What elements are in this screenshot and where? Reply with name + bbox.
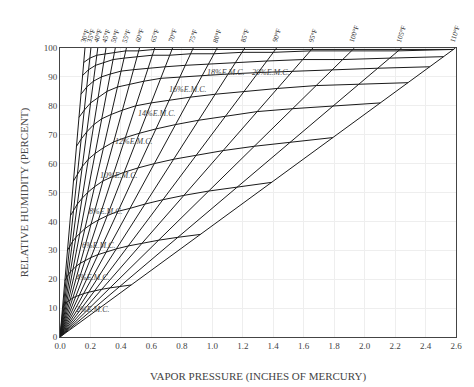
svg-text:80°F: 80°F [212,28,224,44]
svg-text:50°F: 50°F [110,28,122,44]
svg-text:0: 0 [53,332,58,342]
svg-text:10%E.M.C.: 10%E.M.C. [100,171,138,180]
svg-text:10: 10 [48,303,58,313]
svg-text:4%E.M.C.: 4%E.M.C. [76,273,110,282]
svg-text:105°F: 105°F [395,25,408,44]
svg-text:20: 20 [48,274,58,284]
svg-text:60°F: 60°F [134,28,146,44]
svg-text:1.4: 1.4 [268,341,280,351]
svg-text:2.2: 2.2 [389,341,400,351]
svg-text:95°F: 95°F [307,28,319,44]
svg-text:2.6: 2.6 [450,341,462,351]
svg-text:90: 90 [48,72,58,82]
svg-text:1.8: 1.8 [329,341,341,351]
svg-text:1.0: 1.0 [207,341,219,351]
svg-text:0.2: 0.2 [85,341,96,351]
svg-text:16%E.M.C.: 16%E.M.C. [169,85,207,94]
svg-text:35°F: 35°F [85,28,97,44]
svg-text:80: 80 [48,101,58,111]
svg-text:12%E.M.C.: 12%E.M.C. [115,137,153,146]
svg-text:60: 60 [48,159,58,169]
svg-text:100°F: 100°F [348,24,361,43]
svg-text:70: 70 [48,130,58,140]
svg-text:0.0: 0.0 [54,341,66,351]
svg-text:40°F: 40°F [92,28,104,44]
svg-text:1.6: 1.6 [298,341,310,351]
svg-text:14%E.M.C.: 14%E.M.C. [138,109,176,118]
svg-text:8%E.M.C.: 8%E.M.C. [89,207,123,216]
svg-text:30: 30 [48,245,58,255]
svg-text:40: 40 [48,217,58,227]
svg-text:110°F: 110°F [449,25,462,44]
svg-text:50: 50 [48,188,58,198]
svg-text:75°F: 75°F [188,28,200,44]
svg-text:65°F: 65°F [149,28,161,44]
svg-text:0.6: 0.6 [146,341,158,351]
svg-text:45°F: 45°F [100,28,112,44]
svg-text:0.4: 0.4 [115,341,127,351]
svg-text:2.4: 2.4 [420,341,432,351]
svg-text:RELATIVE HUMIDITY (PERCENT): RELATIVE HUMIDITY (PERCENT) [18,107,31,277]
svg-text:85°F: 85°F [239,28,251,44]
svg-text:90°F: 90°F [271,28,283,44]
svg-text:2%E.M.C.: 2%E.M.C. [76,305,110,314]
svg-text:55°F: 55°F [121,28,133,44]
svg-text:0.8: 0.8 [176,341,188,351]
svg-text:100: 100 [44,43,58,53]
svg-text:2.0: 2.0 [359,341,371,351]
svg-text:20%E.M.C.: 20%E.M.C. [252,68,290,77]
svg-text:18%E.M.C.: 18%E.M.C. [207,68,245,77]
svg-text:1.2: 1.2 [237,341,248,351]
svg-text:VAPOR PRESSURE (INCHES OF MERC: VAPOR PRESSURE (INCHES OF MERCURY) [150,370,367,383]
svg-text:70°F: 70°F [167,28,179,44]
svg-text:6%E.M.C.: 6%E.M.C. [82,241,116,250]
svg-text:30°F: 30°F [79,28,91,44]
